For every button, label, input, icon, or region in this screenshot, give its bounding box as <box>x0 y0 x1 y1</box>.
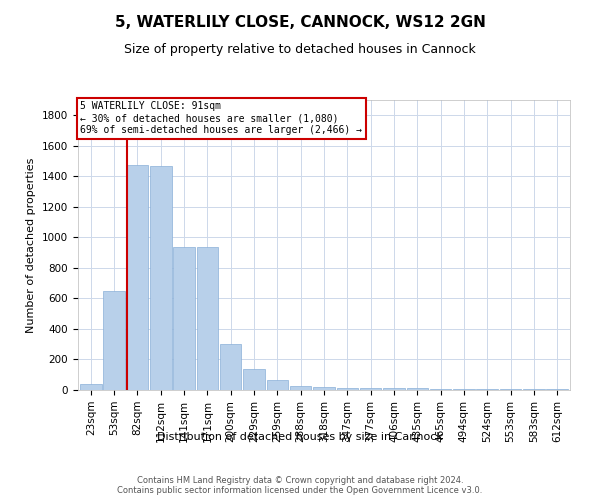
Text: 5, WATERLILY CLOSE, CANNOCK, WS12 2GN: 5, WATERLILY CLOSE, CANNOCK, WS12 2GN <box>115 15 485 30</box>
Y-axis label: Number of detached properties: Number of detached properties <box>26 158 37 332</box>
Bar <box>523 389 545 390</box>
Bar <box>220 344 241 390</box>
Bar <box>430 389 451 390</box>
Bar <box>453 389 475 390</box>
Bar <box>337 388 358 390</box>
Bar <box>80 384 101 390</box>
Bar <box>360 388 382 390</box>
Bar <box>173 248 195 390</box>
Bar <box>197 248 218 390</box>
Text: Size of property relative to detached houses in Cannock: Size of property relative to detached ho… <box>124 42 476 56</box>
Bar <box>290 386 311 390</box>
Text: Contains HM Land Registry data © Crown copyright and database right 2024.
Contai: Contains HM Land Registry data © Crown c… <box>118 476 482 495</box>
Bar <box>547 389 568 390</box>
Bar <box>103 291 125 390</box>
Text: 5 WATERLILY CLOSE: 91sqm
← 30% of detached houses are smaller (1,080)
69% of sem: 5 WATERLILY CLOSE: 91sqm ← 30% of detach… <box>80 102 362 134</box>
Bar <box>407 388 428 390</box>
Bar <box>150 166 172 390</box>
Bar <box>313 387 335 390</box>
Bar <box>500 389 521 390</box>
Bar <box>127 165 148 390</box>
Text: Distribution of detached houses by size in Cannock: Distribution of detached houses by size … <box>157 432 443 442</box>
Bar <box>476 389 498 390</box>
Bar <box>266 380 288 390</box>
Bar <box>244 370 265 390</box>
Bar <box>383 388 404 390</box>
